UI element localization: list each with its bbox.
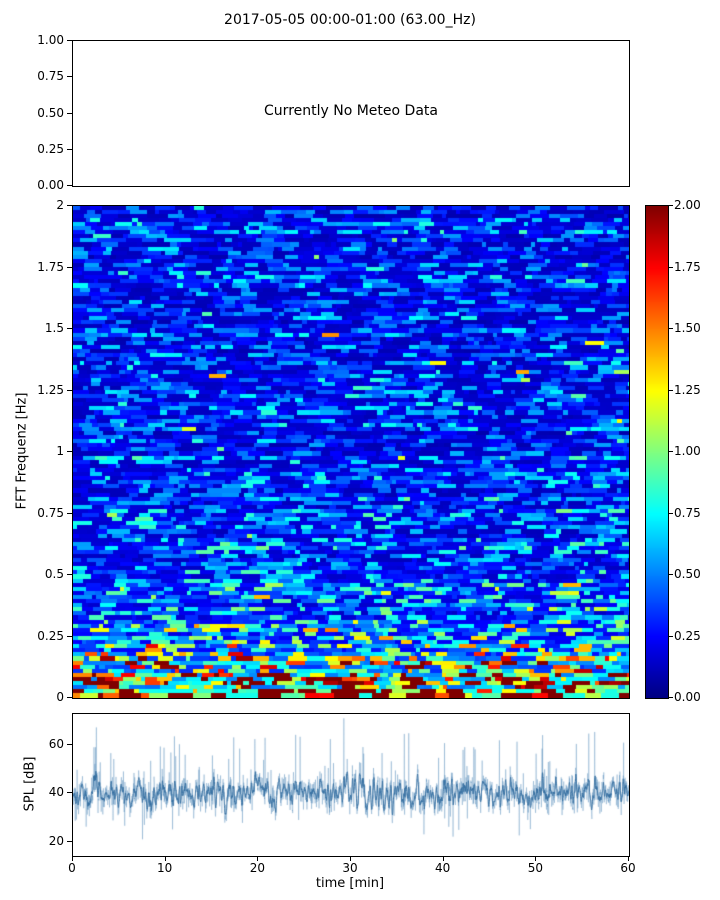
ytick-label: 1.5: [44, 321, 64, 335]
ytick-label: 2: [56, 198, 64, 212]
ytick-label: 0.00: [37, 178, 64, 192]
spl-axes: [72, 713, 630, 857]
ytick-label: 0.25: [37, 628, 64, 643]
time-xlabel: time [min]: [315, 876, 385, 891]
ytick-mark: [67, 451, 72, 452]
colorbar-tick-mark: [669, 451, 673, 452]
ytick-label: 0.25: [37, 141, 64, 156]
colorbar-canvas: [646, 206, 668, 698]
figure-title: 2017-05-05 00:00-01:00 (63.00_Hz): [224, 12, 476, 28]
xtick-mark: [164, 856, 166, 861]
ytick-label: 0.75: [37, 505, 64, 520]
ytick-label: 0.5: [44, 567, 64, 581]
colorbar-tick-label: 1.50: [674, 321, 701, 335]
ytick-mark: [67, 744, 72, 746]
ytick-mark: [67, 76, 72, 78]
colorbar-tick-mark: [669, 328, 673, 329]
ytick-label: 0.50: [37, 105, 64, 120]
ytick-mark: [67, 574, 72, 575]
xtick-mark: [628, 856, 629, 861]
colorbar-tick-mark: [669, 697, 673, 698]
spectrogram-axes: [72, 205, 630, 699]
ytick-mark: [67, 389, 72, 391]
ytick-label: 1: [56, 444, 64, 458]
ytick-mark: [67, 185, 72, 186]
colorbar-tick-label: 1.75: [674, 259, 701, 274]
ytick-mark: [67, 112, 72, 114]
xtick-label: 50: [527, 861, 543, 875]
colorbar-tick-label: 0.50: [674, 567, 701, 581]
colorbar-tick-label: 0.75: [674, 505, 701, 520]
spl-ylabel: SPL [dB]: [22, 756, 38, 812]
ytick-mark: [67, 840, 72, 842]
xtick-mark: [442, 856, 444, 861]
colorbar-tick-mark: [669, 512, 673, 514]
ytick-mark: [67, 40, 72, 41]
ytick-mark: [67, 148, 72, 150]
ytick-label: 60: [48, 737, 64, 752]
meteo-message: Currently No Meteo Data: [264, 103, 438, 119]
spl-canvas: [73, 714, 629, 856]
ytick-label: 1.75: [37, 259, 64, 274]
ytick-label: 40: [48, 785, 64, 800]
ytick-mark: [67, 512, 72, 514]
colorbar-tick-label: 0.25: [674, 628, 701, 643]
colorbar-tick-label: 0.00: [674, 690, 701, 704]
colorbar-tick-mark: [669, 635, 673, 637]
colorbar-tick-label: 1.25: [674, 382, 701, 397]
xtick-mark: [535, 856, 537, 861]
ytick-label: 0: [56, 690, 64, 704]
ytick-mark: [67, 635, 72, 637]
colorbar-tick-mark: [669, 389, 673, 391]
colorbar-tick-label: 2.00: [674, 198, 701, 212]
xtick-label: 0: [68, 861, 76, 875]
xtick-label: 30: [342, 861, 358, 875]
colorbar-tick-mark: [669, 574, 673, 575]
ytick-label: 0.75: [37, 69, 64, 84]
meteo-axes: Currently No Meteo Data: [72, 40, 630, 187]
ytick-label: 1.25: [37, 382, 64, 397]
ytick-label: 20: [48, 833, 64, 848]
xtick-label: 40: [435, 861, 451, 875]
colorbar-tick-mark: [669, 205, 673, 206]
colorbar: [645, 205, 669, 699]
xtick-label: 10: [157, 861, 173, 875]
colorbar-tick-mark: [669, 266, 673, 268]
ytick-label: 1.00: [37, 33, 64, 47]
spectrogram-canvas: [73, 206, 629, 698]
xtick-label: 60: [620, 861, 636, 875]
ytick-mark: [67, 205, 72, 206]
ytick-mark: [67, 266, 72, 268]
xtick-mark: [350, 856, 351, 861]
xtick-mark: [72, 856, 73, 861]
colorbar-tick-label: 1.00: [674, 444, 701, 458]
xtick-mark: [257, 856, 259, 861]
ytick-mark: [67, 792, 72, 794]
xtick-label: 20: [249, 861, 265, 875]
ytick-mark: [67, 697, 72, 698]
ytick-mark: [67, 328, 72, 329]
